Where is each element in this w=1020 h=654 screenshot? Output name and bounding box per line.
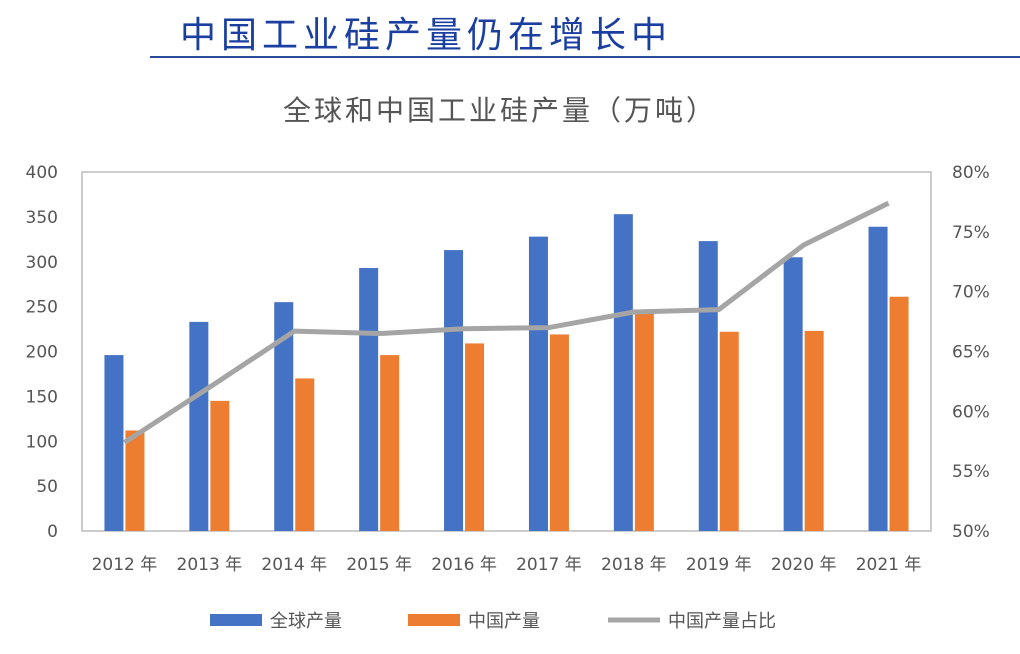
x-tick-label: 2012 年 [92,555,158,575]
legend-swatch [210,614,262,626]
bar-global [444,250,464,531]
legend-label: 中国产量 [468,611,540,632]
y-tick-label: 250 [26,298,58,318]
bar-global [104,355,124,531]
bar-china [719,331,739,531]
bar-china [125,430,145,531]
bar-global [868,226,888,531]
bar-china [889,296,909,531]
bar-china [210,400,230,531]
y-tick-label: 350 [26,208,58,228]
bar-global [359,268,379,531]
plot-area [81,171,932,532]
line-china-share [123,200,890,445]
y-tick-label: 150 [26,387,58,407]
y2-tick-label: 75% [952,223,990,243]
y2-tick-label: 80% [952,163,990,183]
x-tick-label: 2015 年 [346,555,412,575]
bar-china [295,378,315,531]
y-tick-label: 300 [26,253,58,273]
bar-global [189,321,209,531]
y-tick-label: 400 [26,163,58,183]
x-tick-label: 2020 年 [771,555,837,575]
y-tick-label: 50 [36,477,58,497]
bar-china [634,313,654,531]
bar-global [783,257,803,531]
headline-divider [150,56,1020,58]
x-tick-label: 2013 年 [177,555,243,575]
bar-china [465,343,485,531]
y2-tick-label: 55% [952,462,990,482]
bar-china [380,355,400,531]
legend-label: 中国产量占比 [668,611,776,632]
y-tick-label: 100 [26,432,58,452]
chart-title: 全球和中国工业硅产量（万吨） [283,94,717,127]
x-tick-label: 2021 年 [856,555,922,575]
x-tick-label: 2017 年 [516,555,582,575]
y2-tick-label: 70% [952,283,990,303]
x-tick-label: 2019 年 [686,555,752,575]
bar-global [613,214,633,531]
x-tick-label: 2014 年 [261,555,327,575]
y-tick-label: 0 [47,522,58,542]
page-headline: 中国工业硅产量仍在增长中 [180,15,673,56]
x-tick-label: 2018 年 [601,555,667,575]
legend-swatch [408,614,460,626]
legend-label: 全球产量 [270,611,342,632]
bar-global [698,241,718,532]
x-tick-label: 2016 年 [431,555,497,575]
y2-tick-label: 60% [952,402,990,422]
y2-tick-label: 50% [952,522,990,542]
bar-global [274,302,294,531]
bar-china [804,330,824,531]
y-tick-label: 200 [26,343,58,363]
y2-tick-label: 65% [952,343,990,363]
bar-china [549,334,569,531]
bar-global [528,236,548,531]
